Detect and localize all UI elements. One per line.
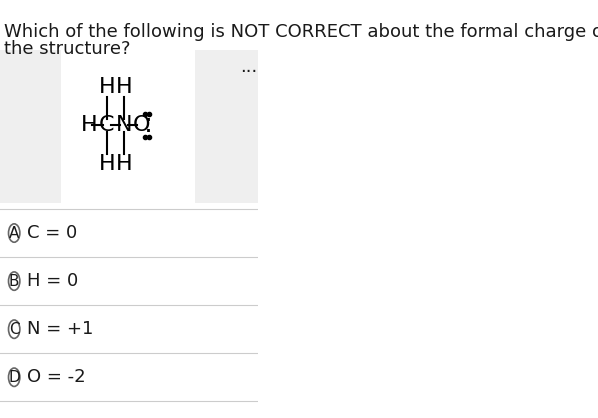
Text: N: N <box>116 115 133 135</box>
Text: A: A <box>9 226 19 240</box>
Text: H: H <box>99 77 115 97</box>
Text: C = 0: C = 0 <box>27 224 77 242</box>
Circle shape <box>8 272 20 290</box>
Text: D: D <box>8 370 20 385</box>
Text: O: O <box>133 115 150 135</box>
Circle shape <box>8 224 20 242</box>
Text: C: C <box>9 322 20 336</box>
Text: Which of the following is NOT CORRECT about the formal charge of each of the ato: Which of the following is NOT CORRECT ab… <box>4 23 598 41</box>
FancyBboxPatch shape <box>0 50 60 203</box>
Circle shape <box>8 320 20 339</box>
Text: :: : <box>144 112 153 138</box>
Text: H: H <box>116 154 133 174</box>
Circle shape <box>8 368 20 386</box>
Text: O = -2: O = -2 <box>27 368 86 386</box>
Text: H: H <box>99 154 115 174</box>
Text: B: B <box>9 274 19 288</box>
Text: the structure?: the structure? <box>4 40 130 58</box>
Text: N = +1: N = +1 <box>27 320 93 338</box>
Text: H: H <box>81 115 97 135</box>
Text: H: H <box>116 77 133 97</box>
Text: C: C <box>99 115 115 135</box>
Text: ...: ... <box>240 58 257 76</box>
FancyBboxPatch shape <box>194 50 258 203</box>
Text: H = 0: H = 0 <box>27 272 78 290</box>
